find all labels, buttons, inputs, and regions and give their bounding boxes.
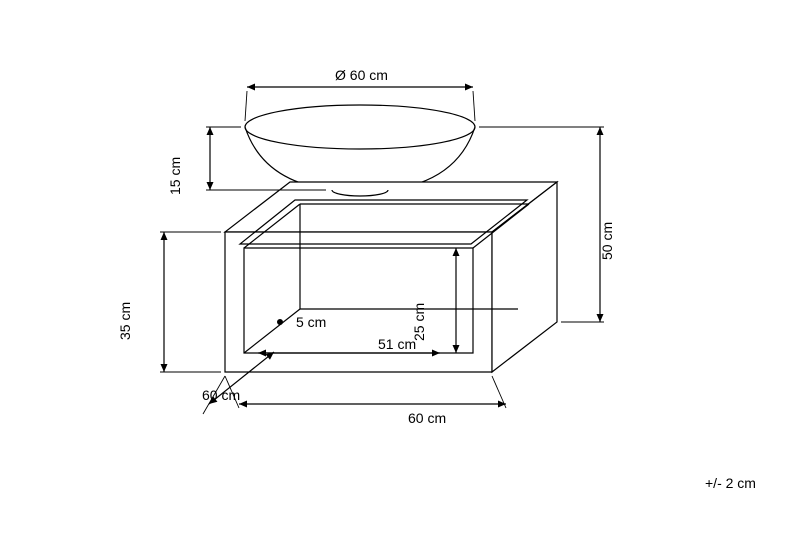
dim-bowl-height: 15 cm <box>167 157 183 195</box>
dim-depth: 60 cm <box>202 387 240 403</box>
dim-diameter: Ø 60 cm <box>335 67 388 83</box>
dim-thickness: 5 cm <box>296 314 326 330</box>
dim-inner-width: 51 cm <box>378 336 416 352</box>
dim-width: 60 cm <box>408 410 446 426</box>
dim-thickness-dot <box>277 319 283 325</box>
bowl-rim <box>245 105 475 149</box>
tolerance-note: +/- 2 cm <box>705 475 756 491</box>
dim-box-height: 35 cm <box>117 302 133 340</box>
dim-total-height: 50 cm <box>599 222 615 260</box>
